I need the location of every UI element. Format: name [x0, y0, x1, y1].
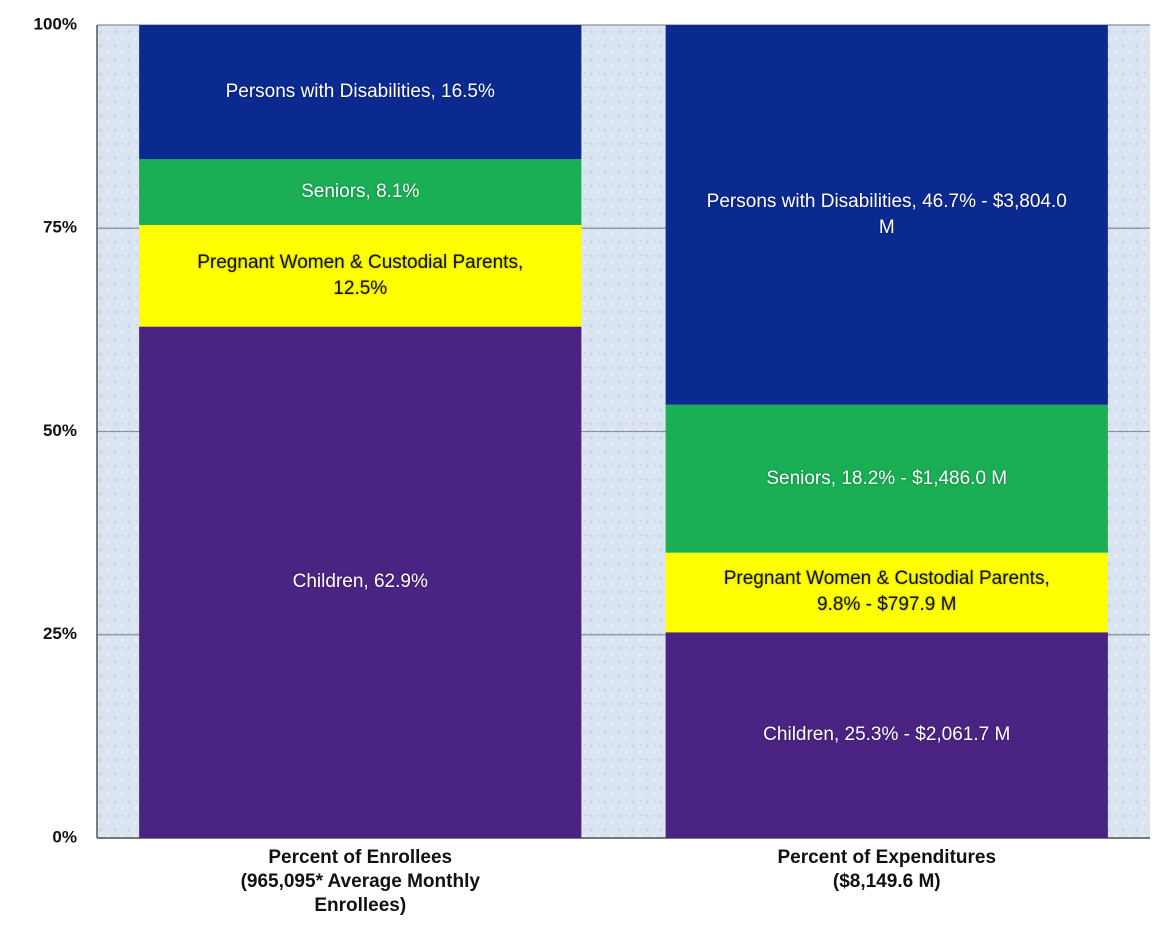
x-tick-label: Percent of Expenditures ($8,149.6 M)	[777, 847, 997, 892]
y-tick-label: 0%	[52, 827, 77, 846]
bar-segment	[665, 632, 1108, 838]
y-tick-label: 50%	[43, 421, 77, 440]
bar-segment	[139, 224, 582, 327]
y-tick-label: 25%	[43, 624, 77, 643]
y-tick-label: 75%	[43, 218, 77, 237]
bar-segment	[139, 326, 582, 838]
value-label: Seniors, 18.2% - $1,486.0 M	[766, 467, 1008, 489]
bar-segment	[665, 25, 1108, 405]
bar-segment	[139, 25, 582, 160]
value-label: Pregnant Women & Custodial Parents, 12.5…	[197, 251, 524, 299]
value-label: Persons with Disabilities, 16.5%	[225, 81, 495, 103]
bar-segment	[665, 404, 1108, 553]
y-tick-label: 100%	[34, 14, 77, 33]
bar-segment	[139, 159, 582, 225]
x-tick-label: Percent of Enrollees (965,095* Average M…	[240, 847, 480, 916]
value-label: Children, 25.3% - $2,061.7 M	[763, 724, 1011, 746]
value-label: Pregnant Women & Custodial Parents, 9.8%…	[723, 568, 1050, 616]
value-label: Children, 62.9%	[292, 571, 428, 593]
bar-segment	[665, 552, 1108, 633]
value-label: Seniors, 8.1%	[301, 181, 420, 203]
value-label: Persons with Disabilities, 46.7% - $3,80…	[706, 190, 1067, 238]
